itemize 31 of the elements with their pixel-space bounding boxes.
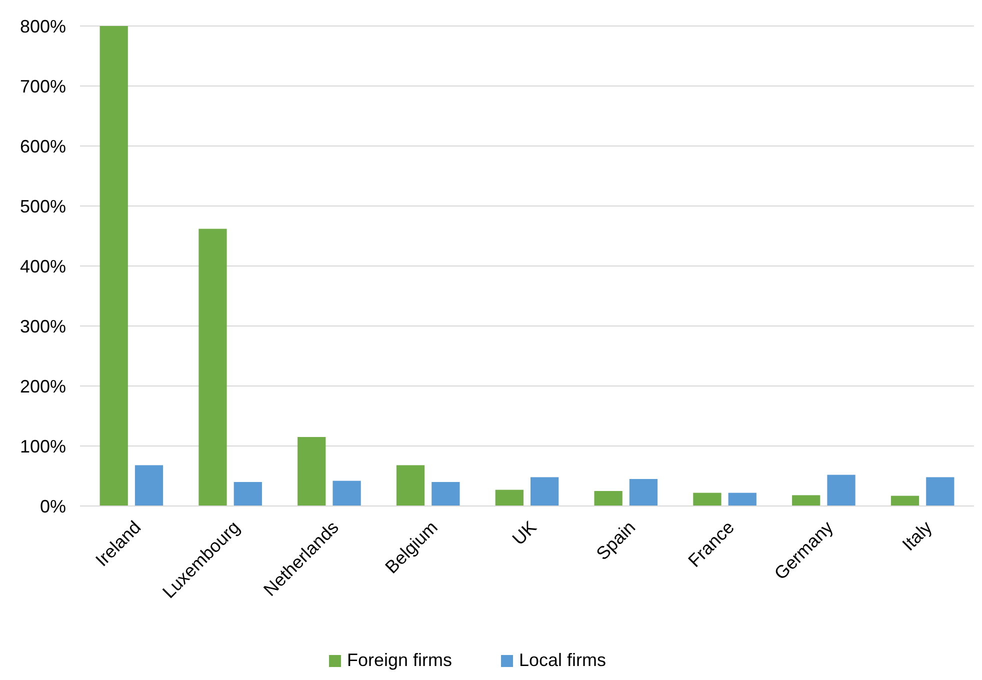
y-tick-label: 100% bbox=[20, 436, 66, 456]
x-tick-label: Italy bbox=[898, 517, 936, 555]
y-tick-label: 800% bbox=[20, 16, 66, 36]
bar bbox=[792, 495, 820, 506]
y-tick-label: 0% bbox=[40, 496, 66, 516]
bar bbox=[298, 437, 326, 506]
bar bbox=[827, 474, 856, 506]
bar bbox=[234, 482, 262, 506]
legend-label: Local firms bbox=[519, 650, 606, 670]
x-tick-label: UK bbox=[508, 517, 540, 549]
bar bbox=[332, 480, 361, 506]
bar bbox=[530, 477, 559, 506]
y-tick-label: 200% bbox=[20, 376, 66, 396]
y-tick-label: 300% bbox=[20, 316, 66, 336]
bar bbox=[198, 228, 227, 506]
y-tick-label: 700% bbox=[20, 76, 66, 96]
bar bbox=[594, 491, 622, 506]
bar bbox=[432, 482, 460, 506]
bar bbox=[396, 465, 425, 506]
bar bbox=[926, 477, 954, 506]
bar bbox=[728, 492, 756, 506]
y-tick-label: 600% bbox=[20, 136, 66, 156]
bar bbox=[629, 479, 658, 506]
y-tick-label: 500% bbox=[20, 196, 66, 216]
y-tick-label: 400% bbox=[20, 256, 66, 276]
bar bbox=[693, 492, 722, 506]
legend-label: Foreign firms bbox=[347, 650, 452, 670]
bar bbox=[134, 465, 164, 506]
bar bbox=[890, 496, 920, 506]
bar bbox=[495, 490, 524, 506]
bar bbox=[100, 26, 128, 506]
